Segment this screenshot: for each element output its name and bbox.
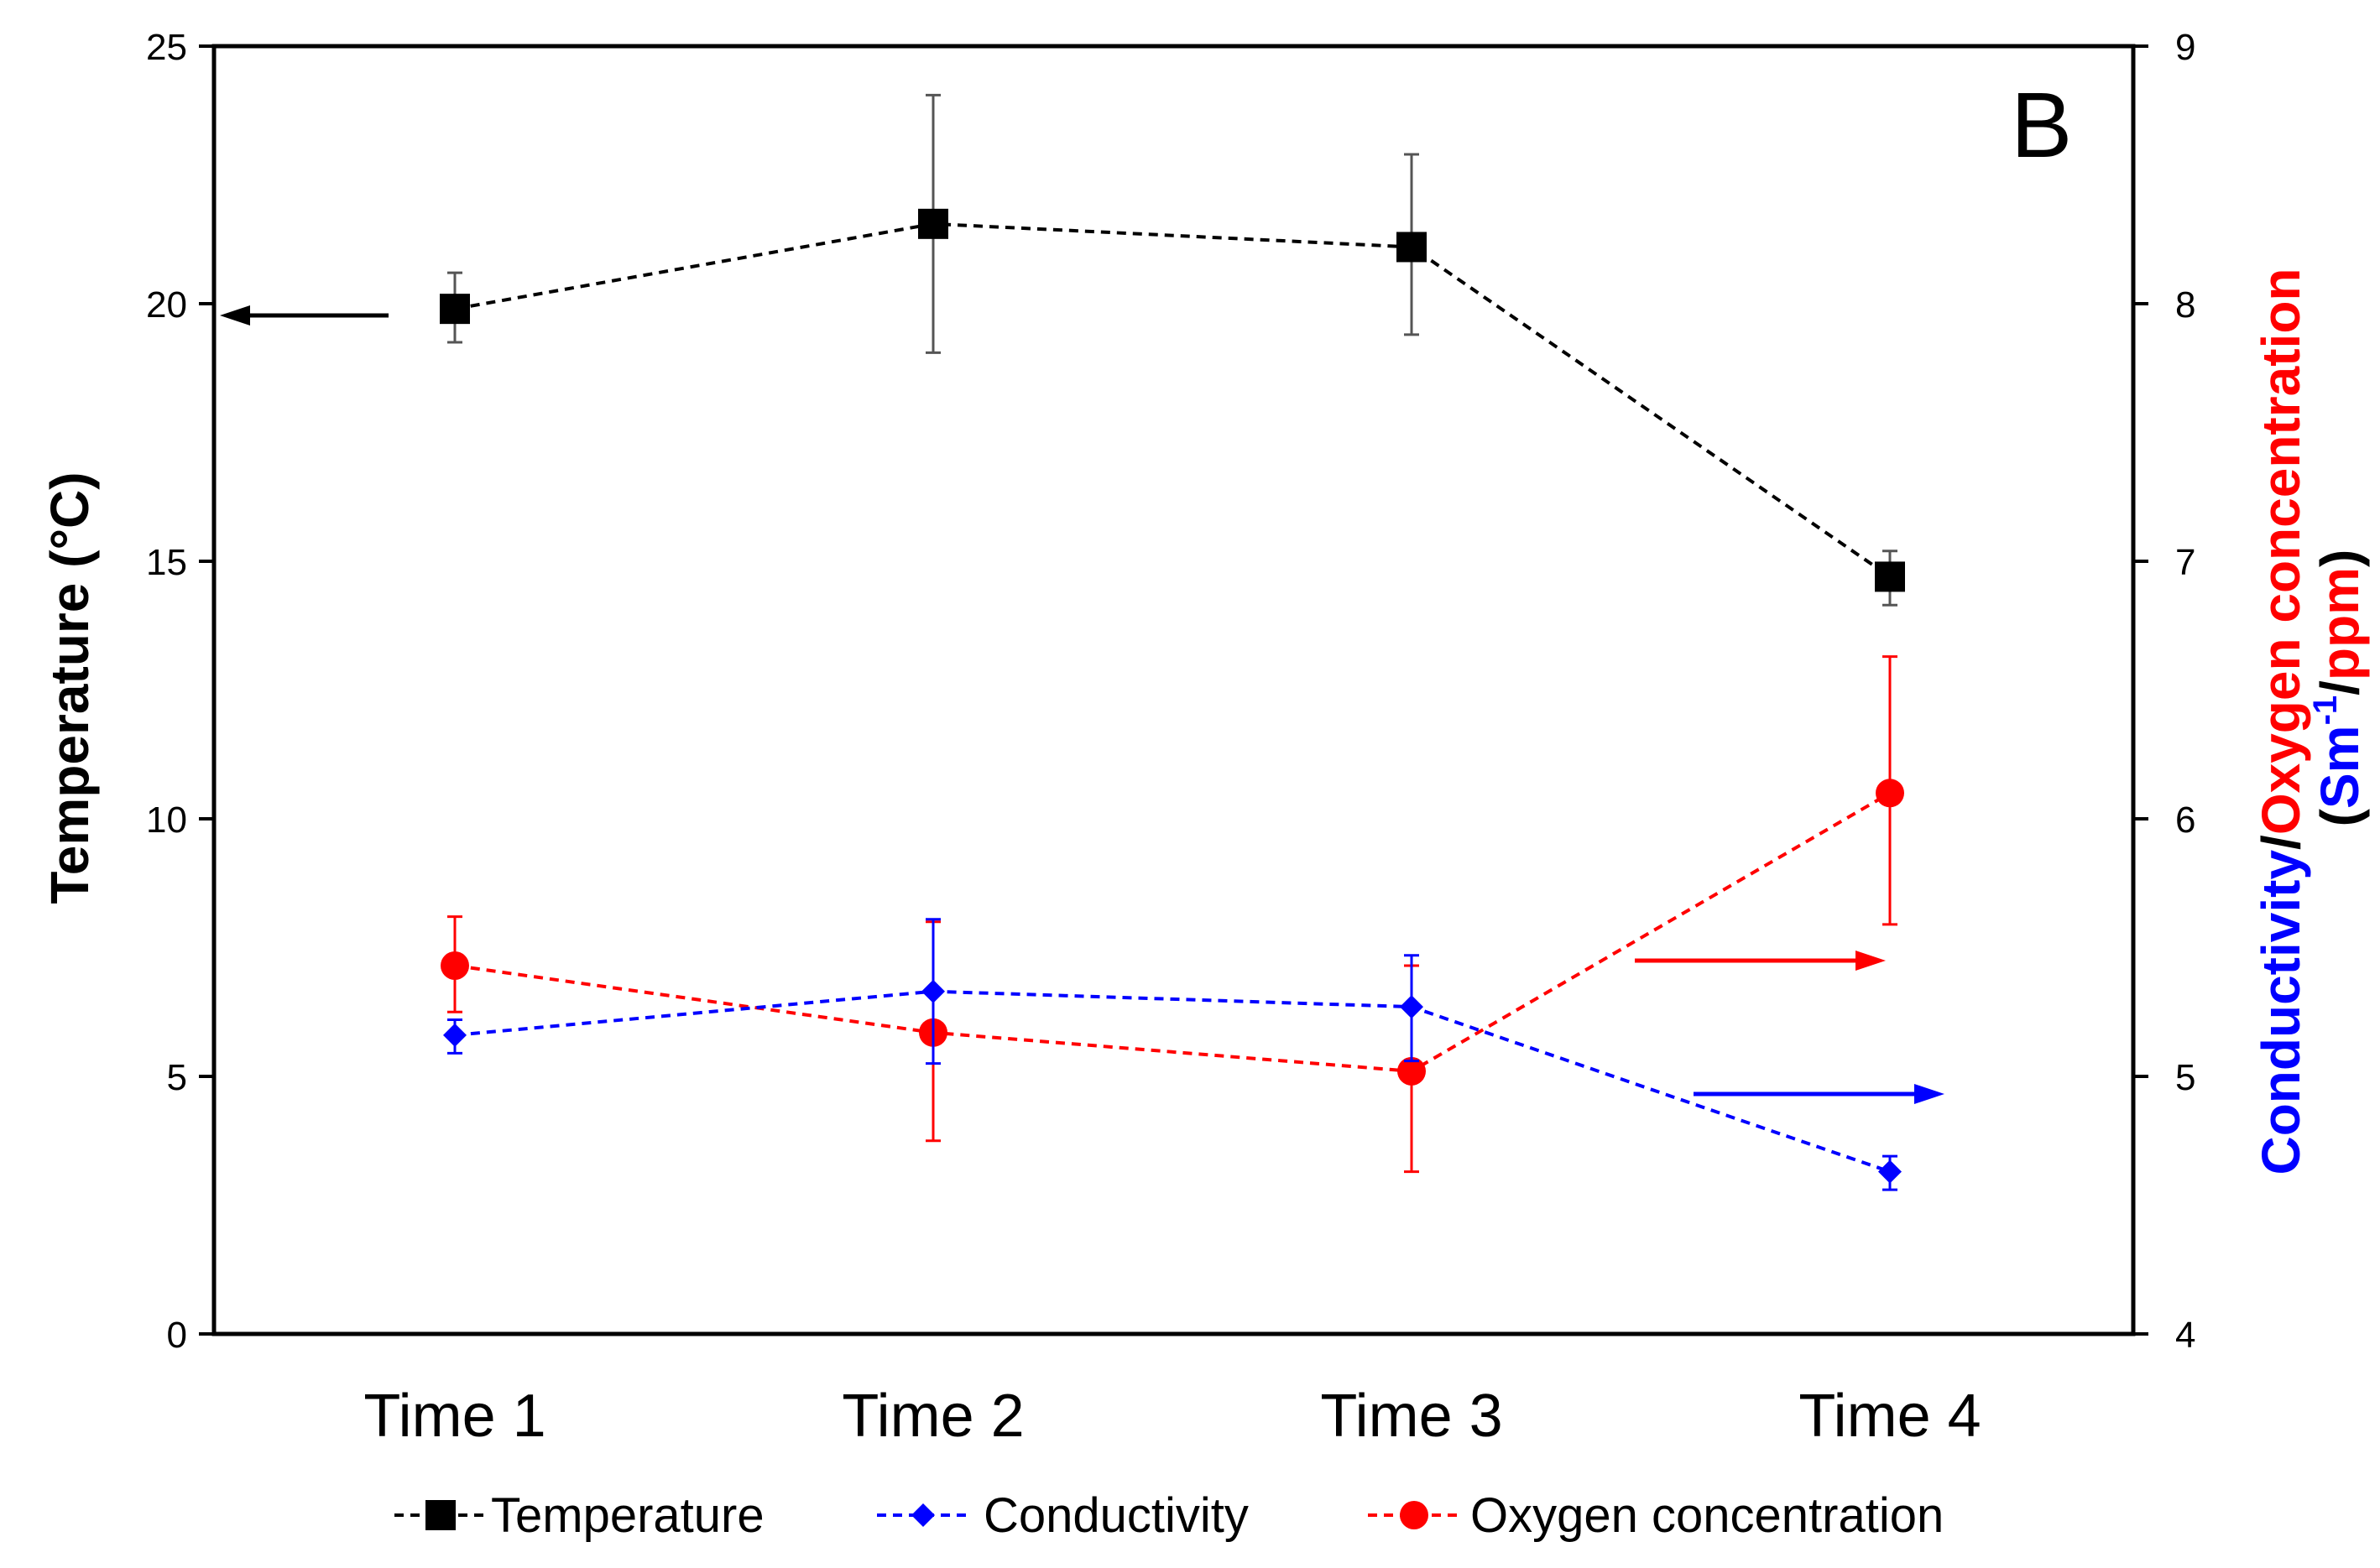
right-axis-units: (Sm-1/ppm) <box>2307 550 2370 827</box>
category-label-time-1: Time 1 <box>363 1383 545 1450</box>
right-axis-tick-label: 9 <box>2175 27 2195 68</box>
legend-marker-temperature <box>425 1500 456 1530</box>
left-axis-tick-label: 10 <box>146 800 187 841</box>
data-point-temperature <box>1875 561 1905 592</box>
series-line-conductivity <box>454 989 1891 1174</box>
data-point-conductivity <box>1400 995 1423 1019</box>
axis-arrow-head <box>1914 1084 1944 1104</box>
data-point-conductivity <box>1878 1159 1902 1184</box>
category-label-time-4: Time 4 <box>1798 1383 1981 1450</box>
data-point-oxygen-concentration <box>1397 1056 1426 1086</box>
legend-item-conductivity: Conductivity <box>877 1488 1249 1543</box>
right-axis-title-oxygen: Oxygen concentration <box>2251 268 2311 835</box>
category-label-time-3: Time 3 <box>1320 1383 1502 1450</box>
right-axis-title: Conductivity/Oxygen concentration <box>2251 268 2311 1175</box>
data-point-conductivity <box>443 1023 467 1047</box>
data-point-oxygen-concentration <box>441 951 469 980</box>
legend-item-temperature: Temperature <box>394 1488 765 1543</box>
data-point-temperature <box>440 294 470 325</box>
axis-arrow-conductivity <box>1694 1084 1944 1104</box>
legend-label-temperature: Temperature <box>491 1488 765 1543</box>
left-axis-tick-label: 0 <box>167 1315 187 1356</box>
series-conductivity <box>443 918 1902 1191</box>
right-axis-tick-label: 4 <box>2175 1315 2195 1356</box>
right-axis-tick-label: 6 <box>2175 800 2195 841</box>
legend: Temperature Conductivity Oxygen concentrat… <box>394 1488 1944 1543</box>
right-axis-units-close: ) <box>2310 550 2370 567</box>
data-point-conductivity <box>921 979 945 1003</box>
left-axis-title: Temperature (°C) <box>39 471 100 904</box>
legend-item-oxygen-concentration: Oxygen concentration <box>1368 1488 1944 1543</box>
category-label-time-2: Time 2 <box>842 1383 1024 1450</box>
axis-arrow-temperature <box>220 305 389 326</box>
legend-marker-conductivity <box>911 1503 935 1527</box>
right-axis-units-sep: / <box>2310 680 2370 695</box>
right-axis-units-ppm: ppm <box>2310 567 2370 680</box>
left-axis-tick-label: 15 <box>146 542 187 583</box>
axis-arrow-oxygen-concentration <box>1635 951 1886 971</box>
series-line-oxygen-concentration <box>454 791 1892 1073</box>
series-line-temperature <box>454 221 1892 579</box>
data-point-temperature <box>1396 232 1427 263</box>
data-point-oxygen-concentration <box>1876 779 1904 808</box>
right-axis-units-sup: -1 <box>2307 695 2344 726</box>
left-axis-tick-label: 25 <box>146 27 187 68</box>
right-axis-units-open: ( <box>2310 808 2370 826</box>
axis-arrow-head <box>1855 951 1886 971</box>
left-axis-tick-label: 20 <box>146 284 187 326</box>
panel-label: B <box>2011 74 2072 177</box>
category-labels: Time 1 Time 2 Time 3 Time 4 <box>363 1383 1981 1450</box>
series-oxygen-concentration <box>441 655 1904 1174</box>
legend-marker-oxygen-concentration <box>1400 1501 1428 1529</box>
right-axis-title-sep: / <box>2251 835 2311 850</box>
right-axis-title-conductivity: Conductivity <box>2251 850 2311 1175</box>
series-temperature <box>440 93 1905 607</box>
right-axis-tick-label: 7 <box>2175 542 2195 583</box>
legend-label-conductivity: Conductivity <box>984 1488 1249 1543</box>
axis-arrow-head <box>220 305 250 326</box>
right-axis-units-sm: Sm <box>2310 725 2370 809</box>
right-axis-tick-label: 5 <box>2175 1057 2195 1098</box>
right-axis-tick-label: 8 <box>2175 284 2195 326</box>
left-axis-tick-label: 5 <box>167 1057 187 1098</box>
plot-area-frame <box>211 44 2136 1336</box>
data-point-temperature <box>918 208 948 239</box>
legend-label-oxygen-concentration: Oxygen concentration <box>1470 1488 1944 1543</box>
